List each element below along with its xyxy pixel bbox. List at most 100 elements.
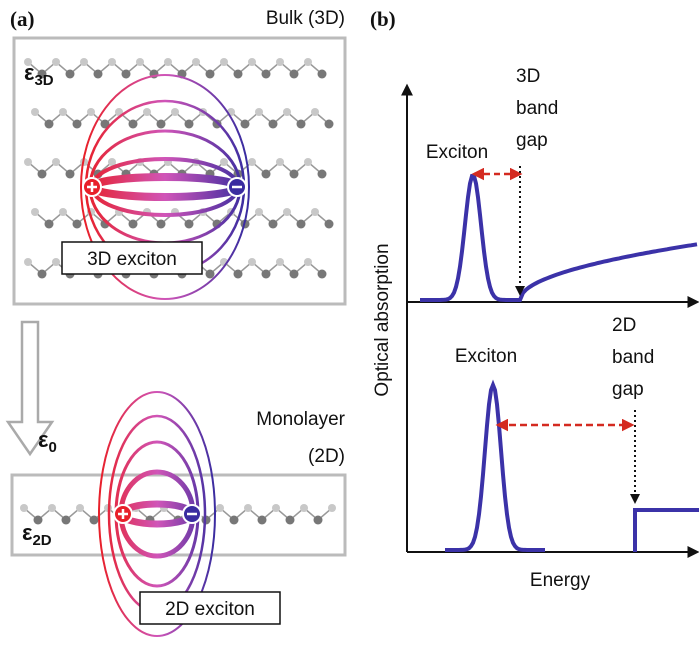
atom [255,208,263,216]
atom [80,58,88,66]
atom [276,58,284,66]
gap-label: 2D [612,315,636,336]
atom [272,504,280,512]
atom [38,170,47,179]
atom [241,120,250,129]
atom [66,70,75,79]
charge-positive [83,178,101,196]
atom [94,70,103,79]
atom [122,70,131,79]
atom [52,58,60,66]
gap-label: band [516,98,558,119]
atom [38,270,47,279]
epsilon-3d: ε3D [24,60,54,89]
atom [318,270,327,279]
panel-label: (b) [370,7,396,31]
atom [24,258,32,266]
atom [276,158,284,166]
atom [297,220,306,229]
atom [318,70,327,79]
y-axis-label: Optical absorption [372,243,393,396]
figure: (a) Bulk (3D) ε3D 3D exciton ε0 ε2D Mono… [0,0,699,646]
gap-label: gap [516,130,548,151]
gap-label: gap [612,379,644,400]
atom [136,58,144,66]
atom [206,70,215,79]
atom [318,170,327,179]
atom [258,516,267,525]
atom [59,208,67,216]
exciton-3d-label: 3D exciton [87,249,177,270]
exciton-2d-label: 2D exciton [165,599,255,620]
atom [76,504,84,512]
atom [87,108,95,116]
monolayer-label: Monolayer [256,409,345,430]
atom [143,108,151,116]
atom [206,270,215,279]
atom [262,70,271,79]
atom [248,158,256,166]
atom [255,108,263,116]
absorption-curve [445,385,699,552]
exciton-label: Exciton [426,142,488,163]
atom [34,516,43,525]
atom [311,108,319,116]
charge-negative [228,178,246,196]
atom [73,220,82,229]
atom [45,220,54,229]
atom [276,258,284,266]
atom [157,220,166,229]
atom [248,258,256,266]
atom [328,504,336,512]
gap-label: 3D [516,66,540,87]
atom [216,504,224,512]
atom [59,108,67,116]
atom [48,504,56,512]
atom [62,516,71,525]
atom [325,220,334,229]
charge-negative [183,505,201,523]
atom [164,58,172,66]
atom [66,170,75,179]
atom [290,170,299,179]
atom [269,220,278,229]
atom [269,120,278,129]
atom [185,220,194,229]
atom [230,516,239,525]
x-axis-label: Energy [530,570,591,591]
atom [234,270,243,279]
atom [129,220,138,229]
atom [52,258,60,266]
atom [185,120,194,129]
atom [45,120,54,129]
atom [304,258,312,266]
absorption-curve [420,176,697,300]
atom [311,208,319,216]
atom [90,516,99,525]
atom [192,58,200,66]
atom [157,120,166,129]
epsilon-0: ε0 [38,427,57,456]
atom [20,504,28,512]
exciton-label: Exciton [455,346,517,367]
atom [73,120,82,129]
atom [220,158,228,166]
atom [108,58,116,66]
atom [290,270,299,279]
atom [171,108,179,116]
atom [234,70,243,79]
monolayer-label: (2D) [308,446,345,467]
atom [290,70,299,79]
atom [314,516,323,525]
atom [31,108,39,116]
atom [262,170,271,179]
atom [220,58,228,66]
bulk-label: Bulk (3D) [266,8,345,29]
atom [248,58,256,66]
atom [283,108,291,116]
charge-positive [114,505,132,523]
atom [286,516,295,525]
atom [31,208,39,216]
atom [300,504,308,512]
atom [283,208,291,216]
